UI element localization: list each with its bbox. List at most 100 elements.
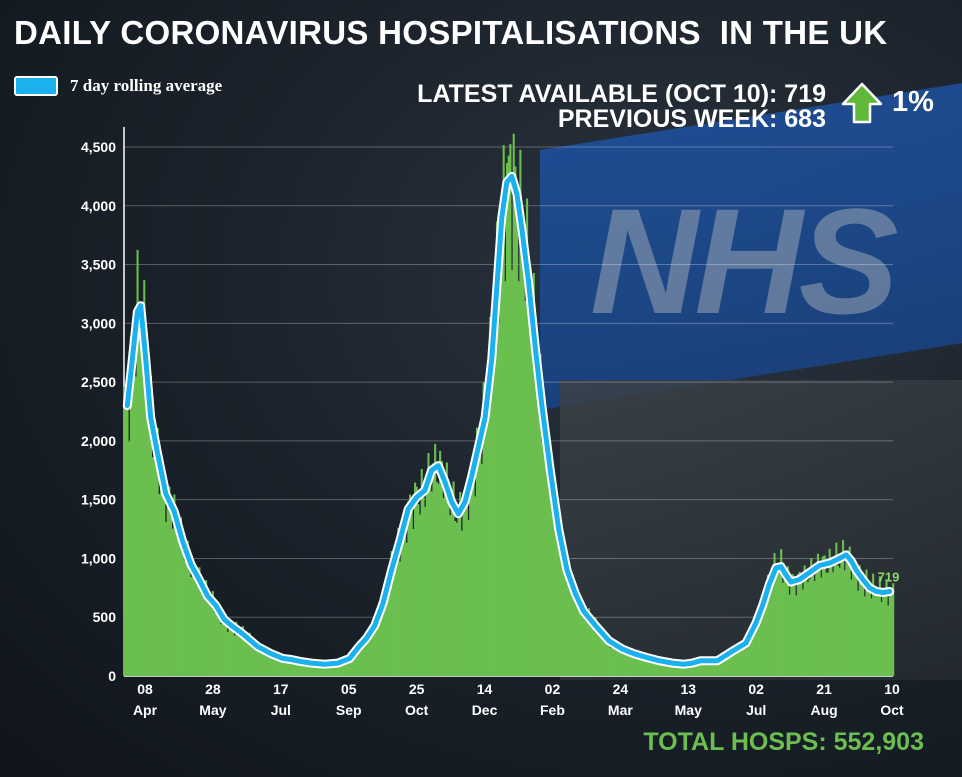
daily-bar [208, 604, 211, 676]
daily-bar [425, 493, 428, 676]
daily-bar [636, 655, 639, 676]
daily-bar [706, 659, 709, 676]
daily-bar [218, 604, 221, 676]
daily-bar [688, 663, 691, 676]
daily-bar [716, 659, 719, 676]
x-tick-day: 02 [748, 681, 764, 697]
chart-title: DAILY CORONAVIRUS HOSPITALISATIONS IN TH… [14, 14, 888, 51]
daily-bar [883, 591, 886, 676]
daily-bar [740, 647, 743, 676]
daily-bar [143, 280, 146, 676]
daily-bar [805, 569, 808, 676]
daily-bar [684, 664, 687, 676]
daily-bar [512, 133, 515, 677]
daily-bar [816, 553, 820, 676]
daily-bar [470, 462, 473, 676]
daily-bar [582, 608, 585, 676]
daily-bar [850, 579, 853, 676]
daily-bar [735, 650, 738, 676]
daily-bar [713, 660, 716, 676]
daily-bar [390, 551, 393, 676]
daily-bar [771, 584, 774, 676]
daily-bar [368, 641, 371, 676]
daily-bar [465, 483, 468, 676]
daily-bar [537, 368, 540, 676]
daily-bar [572, 600, 575, 676]
daily-bar [649, 657, 652, 676]
daily-bar [746, 639, 749, 676]
daily-bar [868, 591, 871, 676]
daily-bar [581, 599, 584, 676]
daily-bar [245, 638, 248, 676]
daily-bar [676, 664, 679, 676]
daily-bar [786, 566, 789, 676]
daily-bar [388, 581, 392, 676]
daily-bar [298, 660, 301, 676]
daily-bar [265, 649, 268, 676]
daily-bar [597, 631, 601, 676]
daily-bar [459, 491, 462, 676]
daily-bar [435, 482, 438, 676]
daily-bar [293, 661, 296, 676]
daily-bar [770, 585, 773, 676]
daily-bar [559, 547, 562, 676]
daily-bar [820, 577, 823, 676]
daily-bar [226, 631, 229, 676]
daily-bar [748, 634, 751, 676]
x-tick-month: May [675, 702, 702, 718]
daily-bar [335, 662, 338, 676]
daily-bar [412, 529, 415, 676]
daily-bar [778, 568, 781, 676]
daily-bar [487, 410, 490, 676]
daily-bar [156, 427, 159, 676]
daily-bar [810, 558, 813, 676]
daily-bar [813, 581, 816, 676]
daily-bar [775, 576, 778, 676]
y-tick-label: 500 [93, 609, 117, 625]
daily-bar [479, 446, 482, 676]
daily-bar [452, 481, 455, 676]
daily-bar [360, 640, 363, 676]
daily-bar [870, 598, 873, 676]
y-tick-label: 3,500 [81, 257, 116, 273]
x-tick-month: Jul [746, 702, 766, 718]
daily-bar [248, 632, 251, 676]
daily-bar [549, 465, 552, 676]
daily-bar [353, 648, 356, 676]
daily-bar [322, 662, 325, 676]
daily-bar [738, 650, 741, 676]
daily-bar [527, 297, 530, 676]
x-tick-day: 17 [273, 681, 289, 697]
daily-bar [618, 643, 621, 676]
daily-bar [654, 658, 657, 676]
daily-bar [554, 527, 557, 676]
daily-bar [765, 606, 768, 676]
daily-bar [873, 595, 876, 676]
daily-bar [141, 351, 144, 676]
daily-bar [410, 501, 413, 676]
daily-bar [780, 549, 783, 676]
daily-bar [251, 643, 254, 676]
daily-bar [689, 664, 692, 676]
daily-bar [783, 575, 786, 676]
daily-bar [704, 659, 707, 676]
daily-bar [367, 633, 370, 676]
daily-bar [644, 654, 647, 676]
daily-bar [499, 247, 502, 676]
daily-bar [601, 627, 604, 676]
daily-bar [798, 571, 801, 676]
daily-bar [867, 585, 870, 676]
daily-bar [482, 382, 485, 676]
daily-bar [825, 572, 828, 676]
daily-bar [557, 516, 560, 676]
daily-bar [567, 576, 570, 676]
daily-bar [185, 549, 188, 676]
daily-bar [730, 648, 733, 676]
daily-bar [146, 395, 149, 676]
daily-bar [831, 572, 835, 676]
daily-bar [639, 658, 642, 676]
daily-bar [751, 638, 754, 676]
daily-bar [297, 659, 300, 676]
daily-bar [315, 662, 318, 676]
daily-bar [602, 641, 606, 676]
